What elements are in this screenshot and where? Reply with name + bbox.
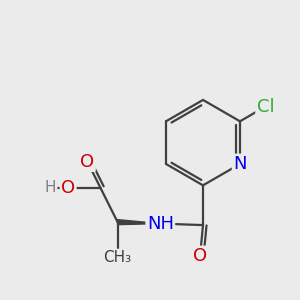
Polygon shape — [118, 220, 160, 225]
Text: N: N — [233, 155, 247, 173]
Text: O: O — [61, 179, 75, 197]
Text: Cl: Cl — [257, 98, 274, 116]
Text: NH: NH — [147, 214, 174, 232]
Text: O: O — [80, 153, 94, 171]
Text: H: H — [45, 180, 56, 195]
Text: O: O — [193, 247, 207, 265]
Text: CH₃: CH₃ — [103, 250, 132, 265]
